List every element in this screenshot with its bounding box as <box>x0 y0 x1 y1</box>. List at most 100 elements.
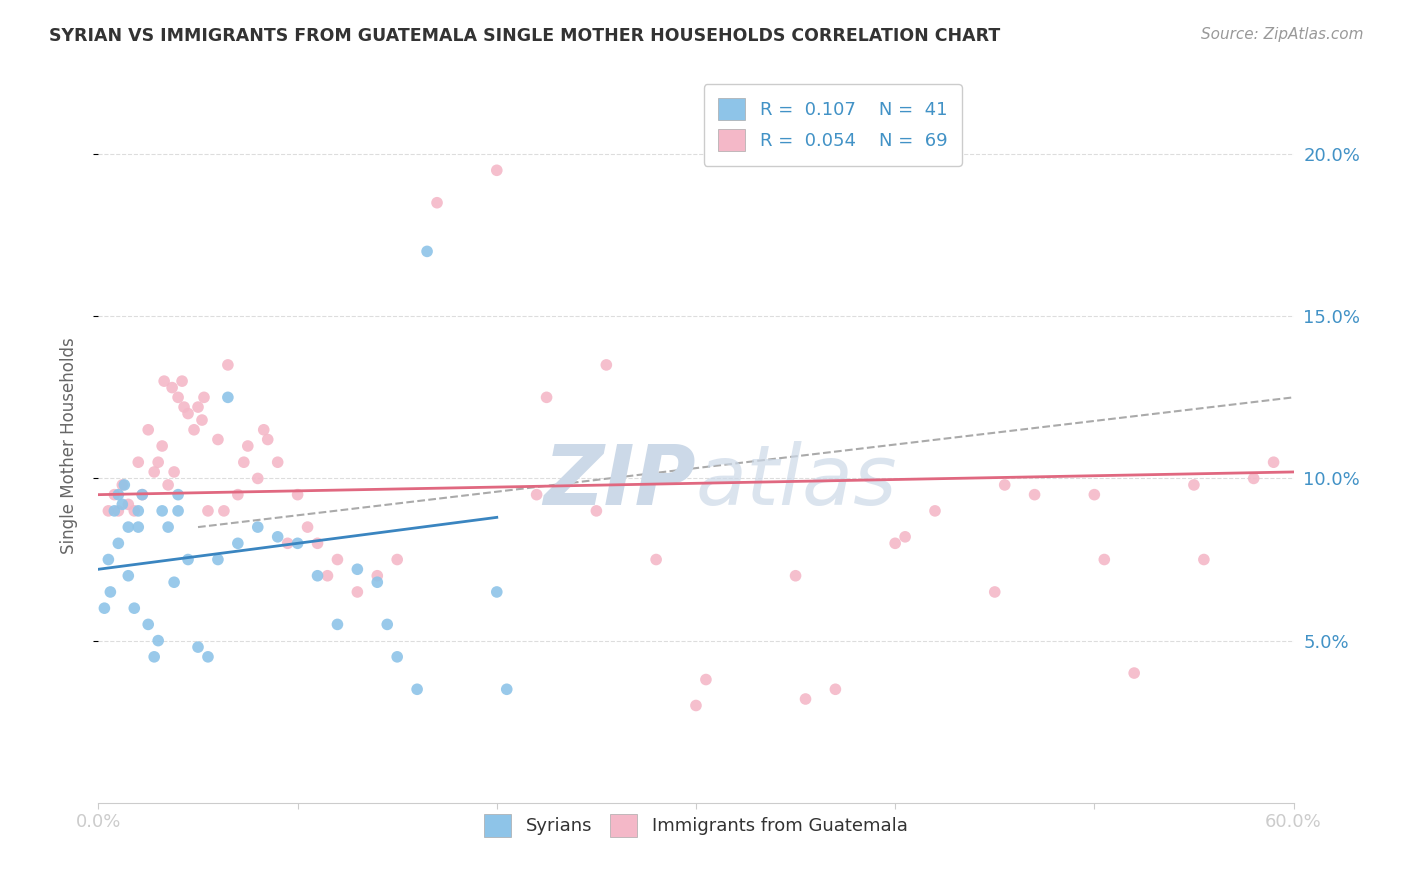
Point <box>177 552 200 566</box>
Point <box>287 488 309 502</box>
Point <box>1263 455 1285 469</box>
Point <box>297 520 319 534</box>
Point <box>148 455 170 469</box>
Point <box>287 536 309 550</box>
Point <box>326 617 349 632</box>
Point <box>1192 552 1215 566</box>
Point <box>157 478 180 492</box>
Point <box>253 423 276 437</box>
Point <box>167 390 190 404</box>
Point <box>385 552 409 566</box>
Point <box>187 640 209 654</box>
Point <box>107 488 129 502</box>
Point <box>794 692 817 706</box>
Point <box>226 488 249 502</box>
Point <box>226 536 249 550</box>
Point <box>112 478 135 492</box>
Point <box>127 504 149 518</box>
Point <box>526 488 548 502</box>
Point <box>485 163 508 178</box>
Point <box>117 520 139 534</box>
Point <box>346 562 368 576</box>
Point <box>117 497 139 511</box>
Point <box>143 465 166 479</box>
Point <box>131 488 153 502</box>
Point <box>277 536 299 550</box>
Point <box>98 585 122 599</box>
Point <box>212 504 235 518</box>
Point <box>495 682 517 697</box>
Point <box>366 568 388 582</box>
Point <box>1024 488 1046 502</box>
Point <box>385 649 409 664</box>
Point <box>173 400 195 414</box>
Point <box>93 601 115 615</box>
Point <box>824 682 846 697</box>
Point <box>406 682 429 697</box>
Point <box>416 244 439 259</box>
Point <box>111 478 134 492</box>
Point <box>236 439 259 453</box>
Point <box>197 649 219 664</box>
Point <box>366 575 388 590</box>
Point <box>127 455 149 469</box>
Point <box>785 568 807 582</box>
Point <box>426 195 449 210</box>
Text: Source: ZipAtlas.com: Source: ZipAtlas.com <box>1201 27 1364 42</box>
Point <box>157 520 180 534</box>
Point <box>307 568 329 582</box>
Point <box>150 504 173 518</box>
Point <box>1083 488 1105 502</box>
Point <box>160 381 183 395</box>
Point <box>267 455 290 469</box>
Text: atlas: atlas <box>696 442 897 522</box>
Point <box>187 400 209 414</box>
Point <box>585 504 607 518</box>
Point <box>191 413 214 427</box>
Point <box>207 552 229 566</box>
Point <box>163 465 186 479</box>
Point <box>685 698 707 713</box>
Point <box>127 520 149 534</box>
Y-axis label: Single Mother Households: Single Mother Households <box>59 338 77 554</box>
Point <box>97 552 120 566</box>
Point <box>183 423 205 437</box>
Point <box>107 504 129 518</box>
Point <box>316 568 339 582</box>
Text: SYRIAN VS IMMIGRANTS FROM GUATEMALA SINGLE MOTHER HOUSEHOLDS CORRELATION CHART: SYRIAN VS IMMIGRANTS FROM GUATEMALA SING… <box>49 27 1001 45</box>
Point <box>536 390 558 404</box>
Point <box>172 374 194 388</box>
Point <box>124 504 146 518</box>
Text: ZIP: ZIP <box>543 442 696 522</box>
Point <box>131 488 153 502</box>
Point <box>256 433 278 447</box>
Point <box>246 471 269 485</box>
Point <box>894 530 917 544</box>
Point <box>695 673 717 687</box>
Point <box>136 617 159 632</box>
Point <box>163 575 186 590</box>
Point <box>117 568 139 582</box>
Point <box>1092 552 1115 566</box>
Point <box>267 530 290 544</box>
Point <box>246 520 269 534</box>
Point <box>103 504 125 518</box>
Point <box>150 439 173 453</box>
Point <box>1182 478 1205 492</box>
Point <box>217 390 239 404</box>
Point <box>197 504 219 518</box>
Point <box>346 585 368 599</box>
Point <box>103 488 125 502</box>
Point <box>111 497 134 511</box>
Point <box>884 536 907 550</box>
Point <box>994 478 1017 492</box>
Point <box>1243 471 1265 485</box>
Point <box>924 504 946 518</box>
Point <box>232 455 254 469</box>
Point <box>307 536 329 550</box>
Point <box>595 358 617 372</box>
Point <box>193 390 215 404</box>
Point <box>207 433 229 447</box>
Point <box>153 374 176 388</box>
Point <box>375 617 398 632</box>
